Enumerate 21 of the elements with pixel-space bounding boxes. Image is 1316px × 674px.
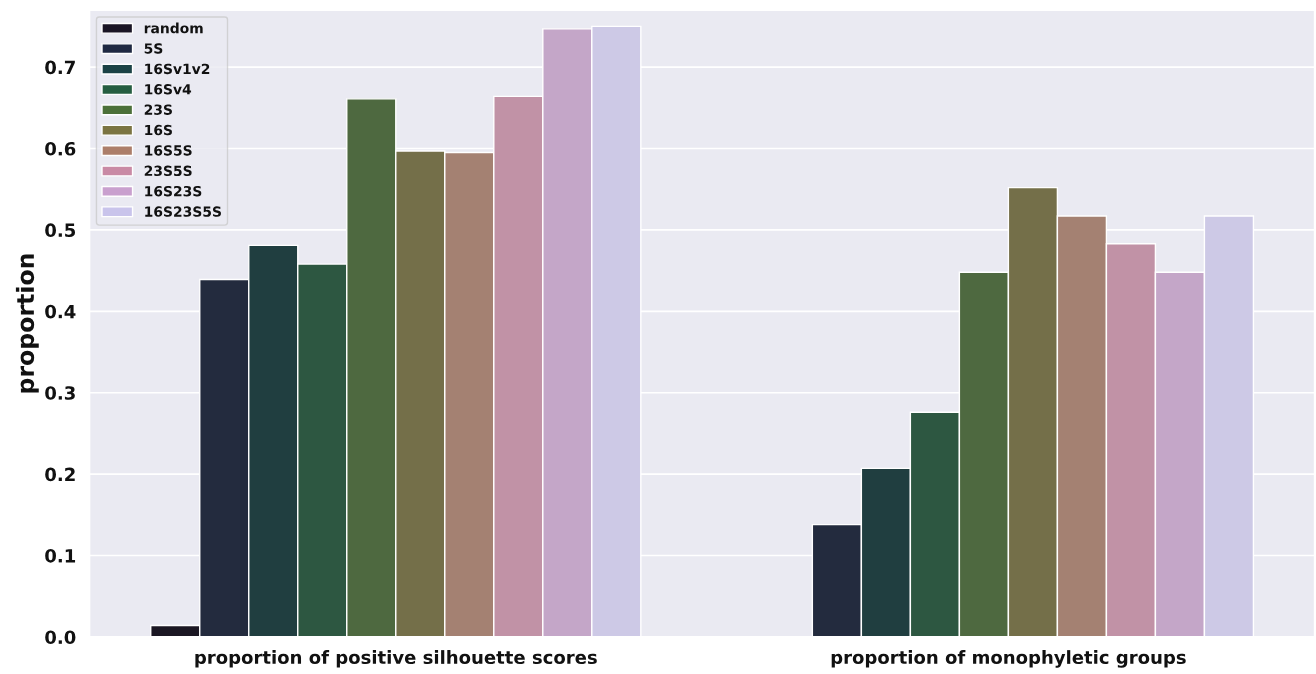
legend-label: 23S [144, 104, 172, 115]
legend-label: 16S5S [145, 145, 192, 156]
legend-label: 16S23S5S [145, 206, 221, 217]
legend-label: 16S23S [145, 185, 202, 197]
y-tick-label: 0.2 [45, 467, 75, 482]
legend-label: 16Sv4 [145, 84, 192, 95]
legend-label: 5S [144, 43, 163, 54]
y-axis-title: proportion [15, 254, 39, 393]
x-tick-label: proportion of monophyletic groups [831, 650, 1186, 668]
y-tick-label: 0.6 [45, 141, 76, 156]
y-tick-label: 0.7 [45, 60, 75, 75]
y-tick-label: 0.5 [45, 223, 76, 238]
legend-label: 16S [145, 124, 172, 136]
legend-label: random [144, 22, 203, 34]
y-tick-label: 0.0 [45, 630, 76, 645]
y-tick-label: 0.1 [45, 548, 76, 563]
x-tick-label: proportion of positive silhouette scores [195, 650, 597, 668]
y-tick-label: 0.4 [45, 304, 76, 319]
y-tick-label: 0.3 [45, 386, 75, 400]
legend-label: 16Sv1v2 [145, 63, 210, 75]
legend-label: 23S5S [144, 165, 192, 177]
